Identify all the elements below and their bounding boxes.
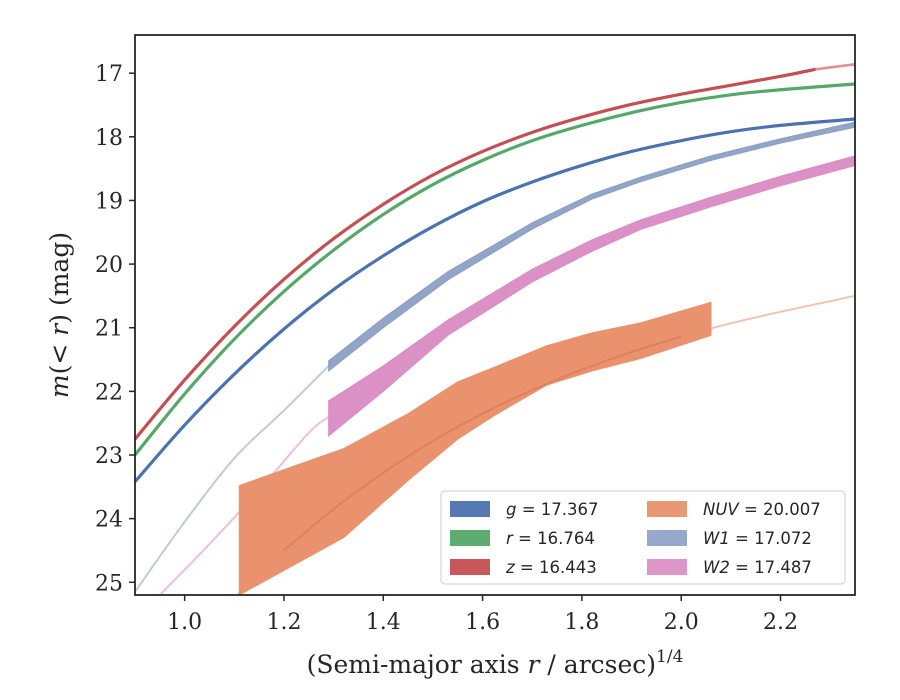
legend-swatch-w1 bbox=[647, 530, 687, 546]
x-label-rest: / arcsec) bbox=[539, 650, 656, 679]
legend-swatch-g bbox=[450, 501, 490, 517]
y-tick-label: 20 bbox=[95, 253, 123, 278]
ticks-layer: 1.0 1.2 1.4 1.6 1.8 2.0 2.2 17 18 19 20 21 22 23 24 25 bbox=[95, 62, 798, 635]
legend-var-g: g bbox=[506, 500, 516, 519]
x-tick-label: 1.4 bbox=[366, 610, 401, 635]
legend-value-nuv: = 20.007 bbox=[739, 500, 821, 519]
legend-var-r: r bbox=[506, 529, 514, 548]
model-line-w1 bbox=[135, 365, 330, 593]
y-tick-label: 24 bbox=[95, 508, 123, 533]
y-tick-label: 21 bbox=[95, 317, 123, 342]
curve-r bbox=[135, 82, 855, 457]
y-axis-label: m(< r) (mag) bbox=[45, 232, 74, 398]
legend-value-z: = 16.443 bbox=[515, 558, 597, 577]
x-label-open: (Semi-major axis bbox=[307, 650, 528, 679]
x-tick-label: 1.8 bbox=[564, 610, 599, 635]
legend-value-r: = 16.764 bbox=[513, 529, 595, 548]
band-w1 bbox=[328, 121, 855, 373]
legend-label-r: r = 16.764 bbox=[506, 529, 595, 548]
legend-var-z: z bbox=[505, 558, 515, 577]
legend-value-w1: = 17.072 bbox=[730, 529, 812, 548]
x-tick-label: 1.2 bbox=[266, 610, 301, 635]
series-layer bbox=[135, 62, 855, 595]
curve-z-tail bbox=[815, 62, 855, 71]
y-tick-label: 25 bbox=[95, 571, 123, 596]
legend-label-z: z = 16.443 bbox=[505, 558, 597, 577]
legend-label-g: g = 17.367 bbox=[506, 500, 599, 519]
y-label-close: ) (mag) bbox=[45, 232, 74, 324]
legend-swatch-nuv bbox=[647, 501, 687, 517]
x-axis-label: (Semi-major axis r / arcsec)1/4 bbox=[307, 647, 684, 679]
x-tick-label: 2.0 bbox=[664, 610, 699, 635]
y-tick-label: 22 bbox=[95, 380, 123, 405]
legend-swatch-r bbox=[450, 530, 490, 546]
legend-box bbox=[440, 490, 846, 585]
legend-var-nuv: NUV bbox=[703, 500, 740, 519]
legend-value-g: = 17.367 bbox=[516, 500, 598, 519]
legend-label-w1: W1 = 17.072 bbox=[703, 529, 812, 548]
legend-var-w2: W2 bbox=[703, 558, 730, 577]
legend-label-nuv: NUV = 20.007 bbox=[703, 500, 821, 519]
x-tick-label: 1.6 bbox=[465, 610, 500, 635]
legend-swatch-w2 bbox=[647, 559, 687, 575]
x-label-exponent: 1/4 bbox=[656, 647, 683, 667]
y-tick-label: 19 bbox=[95, 189, 123, 214]
legend-swatch-z bbox=[450, 559, 490, 575]
model-line-nuv-inband bbox=[283, 335, 682, 552]
curve-z bbox=[135, 67, 817, 441]
legend-label-w2: W2 = 17.487 bbox=[703, 558, 812, 577]
band-nuv bbox=[238, 301, 712, 595]
y-label-var: m bbox=[45, 374, 74, 398]
y-label-inner: (< bbox=[45, 336, 74, 375]
y-tick-label: 23 bbox=[95, 444, 123, 469]
legend-var-w1: W1 bbox=[703, 529, 730, 548]
curve-g bbox=[135, 117, 855, 484]
x-label-var: r bbox=[528, 650, 542, 679]
y-label-var2: r bbox=[45, 322, 74, 336]
band-w2 bbox=[328, 155, 855, 437]
plot-frame bbox=[134, 34, 856, 596]
y-tick-label: 18 bbox=[95, 126, 123, 151]
legend-value-w2: = 17.487 bbox=[730, 558, 812, 577]
x-tick-label: 1.0 bbox=[167, 610, 202, 635]
x-tick-label: 2.2 bbox=[763, 610, 798, 635]
y-tick-label: 17 bbox=[95, 62, 123, 87]
